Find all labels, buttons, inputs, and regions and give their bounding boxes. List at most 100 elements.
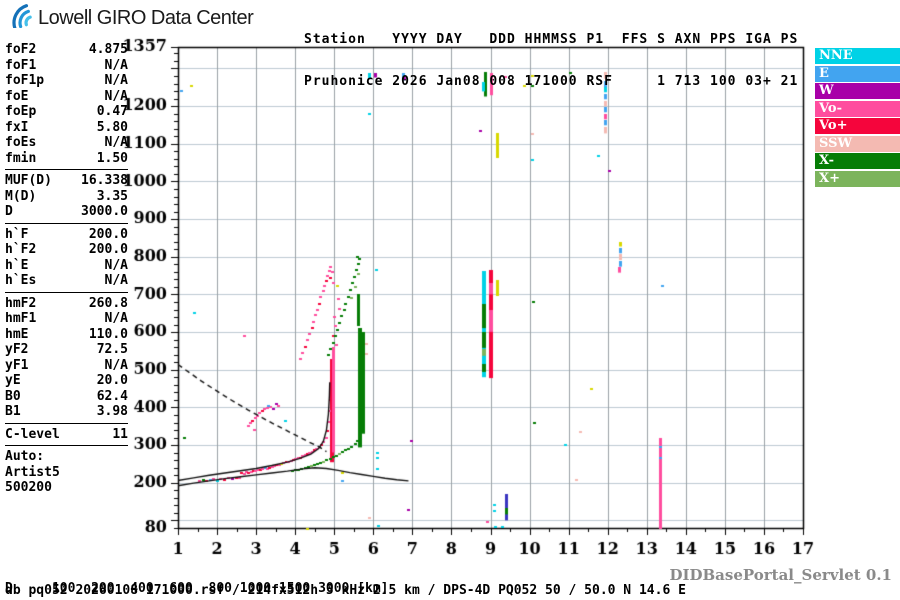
param-label: hmF2: [5, 295, 37, 311]
separator: [5, 422, 128, 424]
legend-item-vo: Vo-: [815, 100, 900, 117]
autoscaling-line: Auto:: [5, 449, 45, 464]
param-label: h`F2: [5, 242, 37, 257]
param-label: foEs: [5, 135, 37, 150]
param-value: 20.0: [96, 373, 128, 388]
param-value: 110.0: [88, 326, 128, 342]
param-label: foEp: [5, 104, 37, 119]
legend-item-ssw: SSW: [815, 135, 900, 152]
param-value: 3.98: [96, 404, 128, 419]
autoscaling-info: Auto: Artist5 500200: [5, 449, 128, 496]
param-row-hmf2: hmF2 260.8: [5, 296, 128, 312]
param-row-fof1: foF1 N/A: [5, 58, 128, 74]
param-row-mufd: MUF(D) 16.338: [5, 173, 128, 189]
param-label: M(D): [5, 188, 37, 204]
param-value: 72.5: [96, 342, 128, 357]
legend-item-x: X-: [815, 153, 900, 169]
param-value: 4.875: [88, 42, 128, 57]
echo-type-legend: NNE E W Vo- Vo+ SSW X- X+: [815, 48, 900, 188]
param-value: N/A: [104, 57, 128, 73]
param-value: 260.8: [88, 295, 128, 311]
param-label: C-level: [5, 426, 60, 442]
param-value: N/A: [104, 311, 128, 326]
param-row-ye: yE 20.0: [5, 373, 128, 389]
param-label: fxI: [5, 119, 29, 135]
brand-title: Lowell GIRO Data Center: [38, 6, 254, 29]
param-value: 5.80: [96, 119, 128, 135]
param-value: 16.338: [81, 173, 128, 188]
d-distance-row: D 100 200 400 600 800 1000 1500 3000 [km…: [5, 581, 389, 596]
param-row-foep: foEp 0.47: [5, 104, 128, 120]
param-value: 3000.0: [81, 204, 128, 219]
param-value: 200.0: [88, 226, 128, 242]
separator: [5, 445, 128, 446]
param-label: foF1p: [5, 73, 45, 88]
param-value: N/A: [104, 73, 128, 88]
param-label: B0: [5, 388, 21, 404]
separator: [5, 169, 128, 170]
autoscaling-line: Artist5: [5, 464, 60, 480]
app-header: Lowell GIRO Data Center: [8, 4, 254, 32]
legend-item-e: E: [815, 65, 900, 82]
param-label: MUF(D): [5, 173, 52, 188]
param-label: B1: [5, 404, 21, 419]
param-value: 3.35: [96, 188, 128, 204]
separator: [5, 222, 128, 224]
param-value: 0.47: [96, 104, 128, 119]
param-value: N/A: [104, 257, 128, 273]
param-label: foF1: [5, 57, 37, 73]
param-label: D: [5, 204, 13, 219]
separator: [5, 291, 128, 293]
param-row-fxi: fxI 5.80: [5, 120, 128, 136]
param-row-hme: hmE 110.0: [5, 327, 128, 343]
legend-item-nne: NNE: [815, 48, 900, 64]
param-row-fof1p: foF1p N/A: [5, 73, 128, 89]
param-row-hf: h`F 200.0: [5, 227, 128, 243]
param-row-he: h`E N/A: [5, 258, 128, 274]
param-label: hmF1: [5, 311, 37, 326]
legend-item-vo: Vo+: [815, 118, 900, 134]
autoscaling-line: 500200: [5, 480, 52, 495]
parameter-panel: foF2 4.875 foF1 N/A foF1p N/A foE N/A foEp 0.47 fx…: [5, 42, 128, 496]
param-value: 62.4: [96, 388, 128, 404]
param-row-fmin: fmin 1.50: [5, 151, 128, 167]
param-value: N/A: [104, 273, 128, 288]
param-value: N/A: [104, 357, 128, 373]
legend-item-x: X+: [815, 170, 900, 187]
legend-item-w: W: [815, 83, 900, 99]
param-value: 11: [112, 426, 128, 442]
param-label: yE: [5, 373, 21, 388]
param-row-fof2: foF2 4.875: [5, 42, 128, 58]
param-label: hmE: [5, 326, 29, 342]
param-label: foE: [5, 88, 29, 104]
param-label: h`Es: [5, 273, 37, 288]
param-row-yf1: yF1 N/A: [5, 358, 128, 374]
param-row-d: D 3000.0: [5, 204, 128, 220]
param-row-foes: foEs N/A: [5, 135, 128, 151]
param-value: N/A: [104, 88, 128, 104]
dmuf-table: D 100 200 400 600 800 1000 1500 3000 [km…: [5, 553, 396, 600]
station-values-row: Pruhonice 2026 Jan08 008 171000 RSF 1 71…: [304, 74, 799, 89]
param-label: h`F: [5, 226, 29, 242]
param-row-foe: foE N/A: [5, 89, 128, 105]
station-header-row: Station YYYY DAY DDD HHMMSS P1 FFS S AXN…: [304, 32, 799, 47]
param-value: 1.50: [96, 150, 128, 166]
param-label: foF2: [5, 42, 37, 57]
status-bar: db pq052 20260108 171000.rsf / 214fx512h…: [5, 583, 686, 598]
param-row-hmf1: hmF1 N/A: [5, 311, 128, 327]
param-value: 200.0: [88, 242, 128, 257]
param-row-clevel: C-level 11: [5, 427, 128, 443]
param-row-hf2: h`F2 200.0: [5, 242, 128, 258]
param-value: N/A: [104, 135, 128, 150]
param-label: yF2: [5, 342, 29, 357]
servlet-version-label: DIDBasePortal_Servlet 0.1: [669, 566, 892, 584]
param-row-yf2: yF2 72.5: [5, 342, 128, 358]
lowell-giro-logo-icon: [8, 4, 34, 32]
station-header-block: Station YYYY DAY DDD HHMMSS P1 FFS S AXN…: [304, 5, 798, 117]
param-row-md: M(D) 3.35: [5, 189, 128, 205]
param-label: fmin: [5, 150, 37, 166]
param-row-b0: B0 62.4: [5, 389, 128, 405]
param-row-hes: h`Es N/A: [5, 273, 128, 289]
